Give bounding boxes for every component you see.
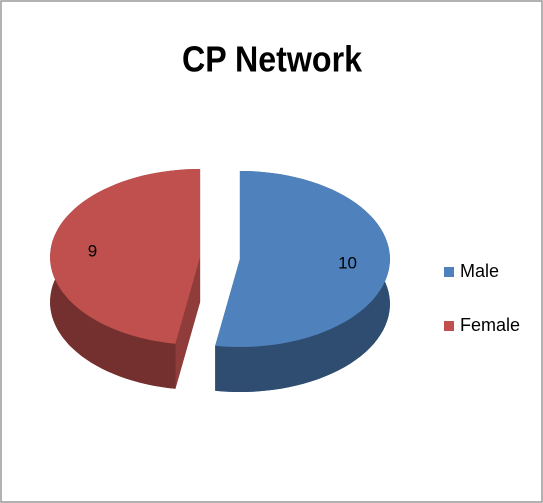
legend-swatch bbox=[444, 267, 454, 277]
data-label: 9 bbox=[88, 241, 97, 260]
legend-label: Female bbox=[460, 315, 520, 335]
legend-swatch bbox=[444, 321, 454, 331]
legend-label: Male bbox=[460, 261, 499, 281]
chart-title: CP Network bbox=[182, 39, 363, 80]
data-label: 10 bbox=[338, 254, 357, 273]
slice-cut bbox=[175, 257, 201, 389]
slice bbox=[50, 169, 201, 344]
slice bbox=[215, 171, 390, 347]
